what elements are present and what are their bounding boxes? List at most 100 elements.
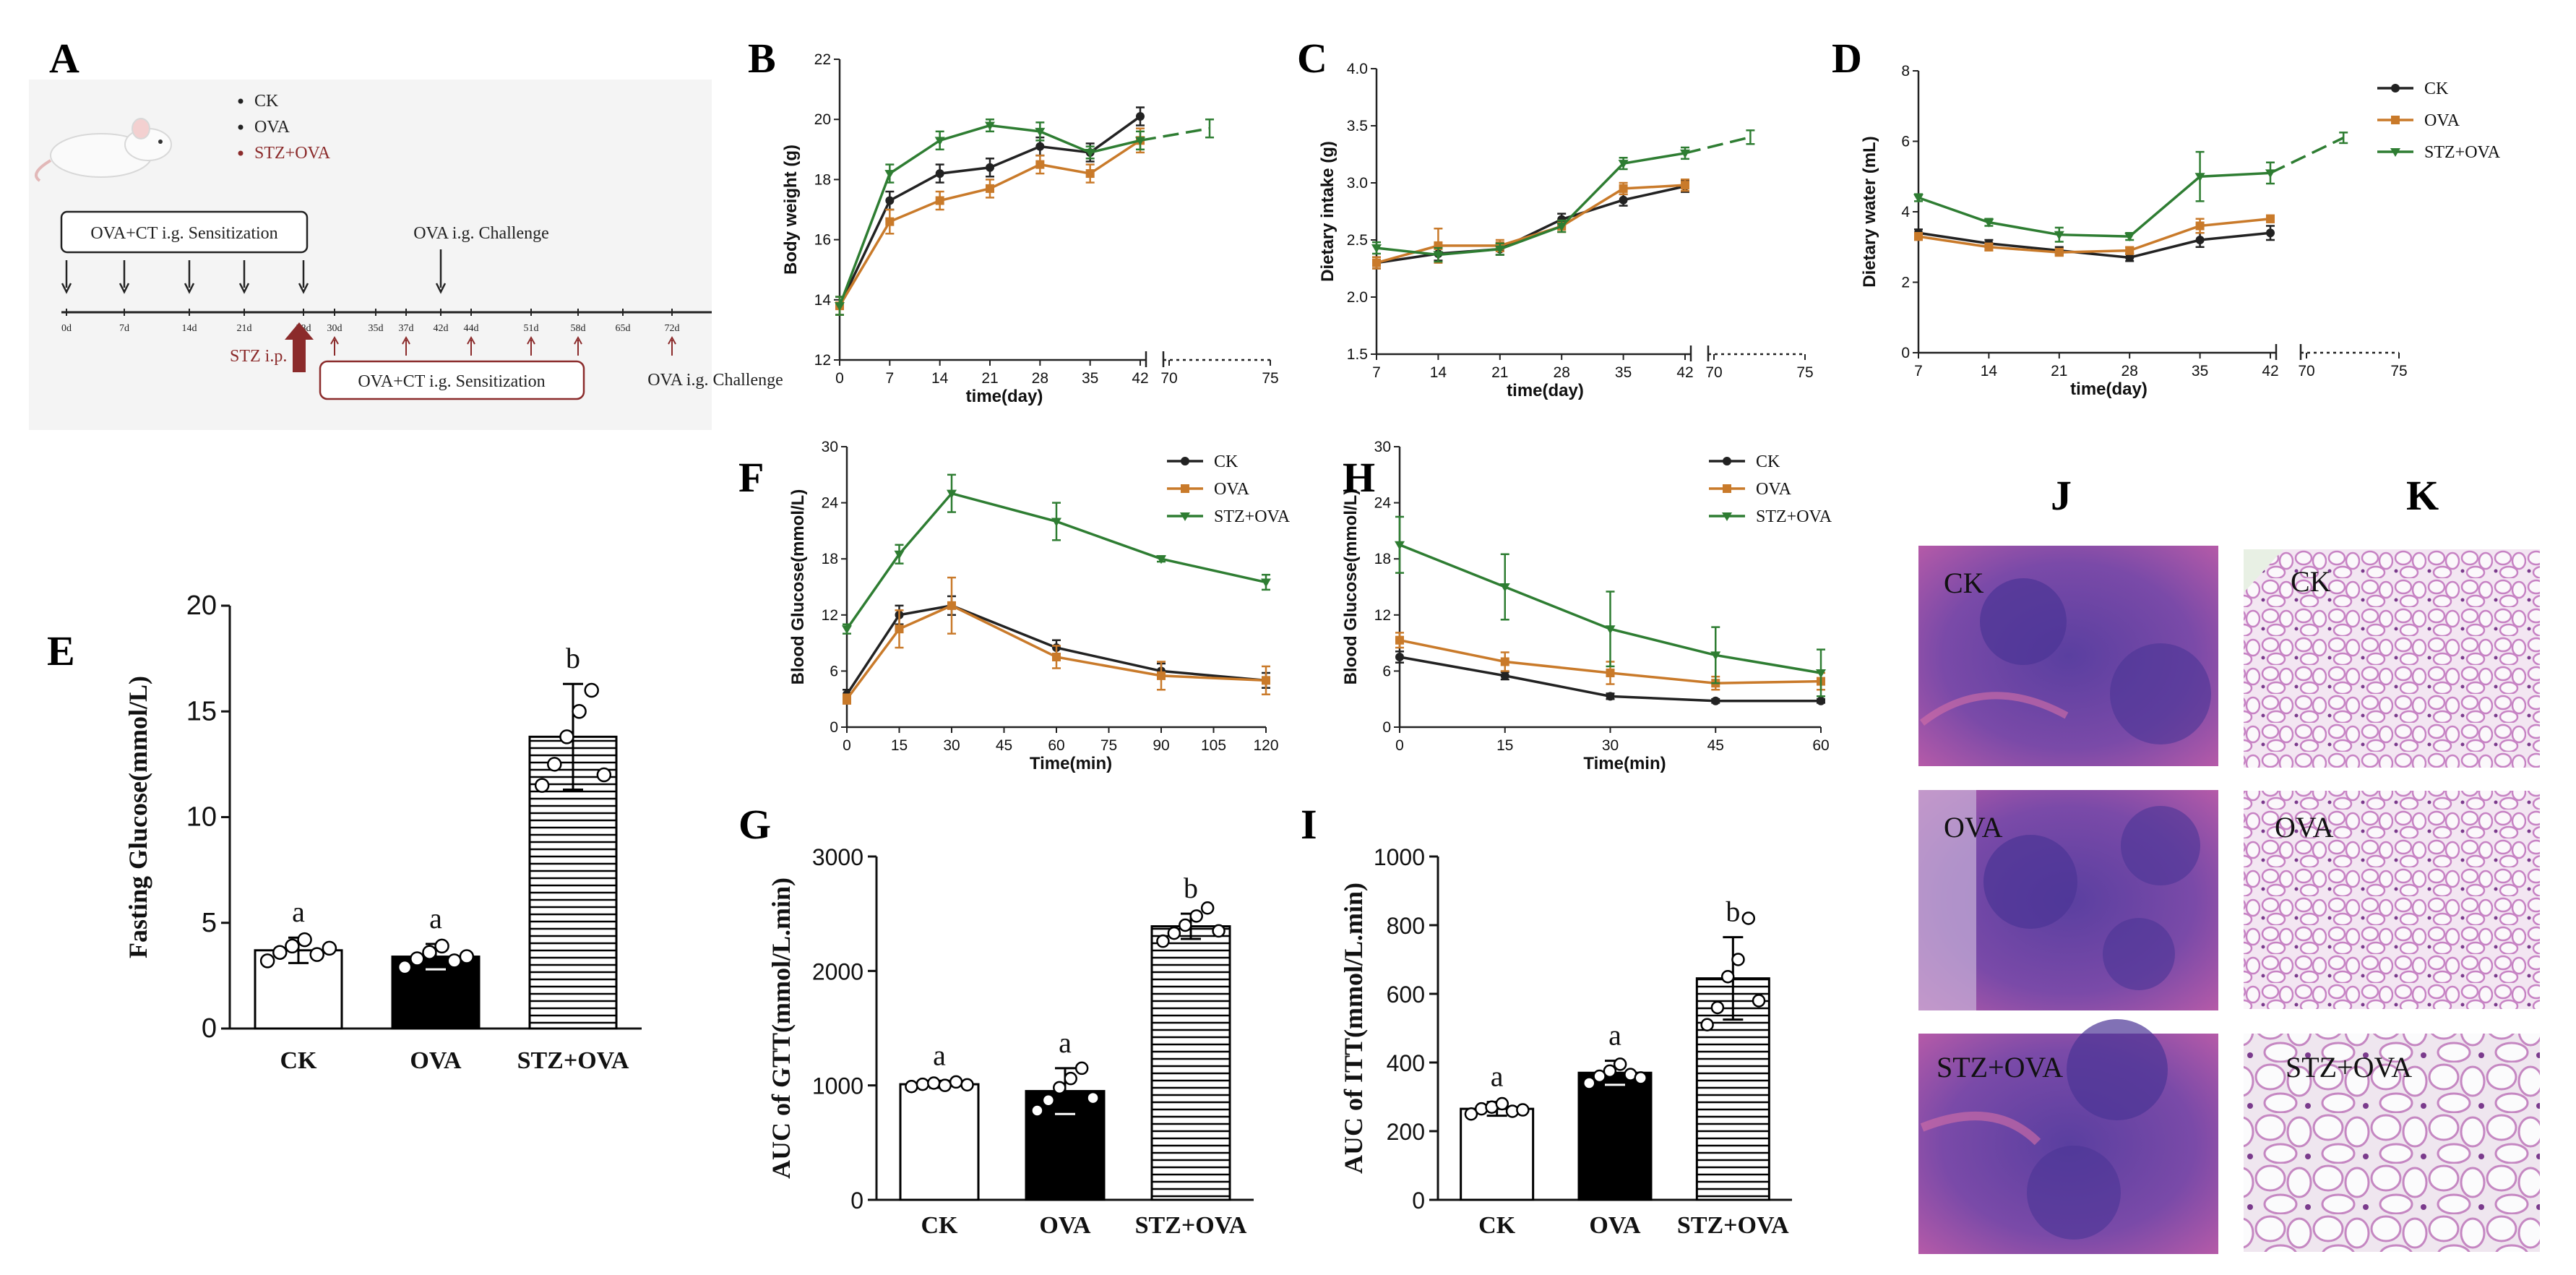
marker-ck: [2125, 253, 2135, 262]
marker-ova: [1372, 258, 1381, 267]
histology-k-stz-ova: STZ+OVA: [2244, 1034, 2540, 1252]
data-point: [1720, 970, 1735, 984]
legend-label: STZ+OVA: [1214, 507, 1291, 526]
panel-letter-h: H: [1343, 454, 1375, 501]
x-tick-label: 30: [1602, 737, 1619, 754]
x-tick-label: 28: [1032, 370, 1048, 387]
data-point: [1156, 934, 1170, 948]
timeline-day-label: 35d: [369, 323, 384, 334]
y-tick-label: 22: [814, 51, 831, 68]
y-tick-label: 200: [1387, 1119, 1425, 1145]
series-line-ck: [845, 604, 1267, 695]
y-tick-label: 0: [1412, 1188, 1425, 1214]
marker-ck: [885, 196, 895, 205]
data-point: [259, 953, 275, 969]
data-point: [434, 938, 449, 954]
data-point: [410, 951, 425, 966]
data-point: [1603, 1064, 1617, 1078]
series-extension: [2270, 137, 2344, 174]
x-tick-label: 0: [843, 737, 851, 754]
x-tick-label: 105: [1201, 737, 1226, 754]
legend-label: STZ+OVA: [1756, 507, 1832, 526]
x-tick-label: 75: [2390, 363, 2407, 379]
marker-ova: [935, 196, 944, 205]
y-tick-label: 400: [1387, 1050, 1425, 1076]
marker-ova: [1181, 484, 1189, 493]
marker-stz-ova: [1556, 223, 1567, 232]
marker-ck: [1711, 696, 1720, 705]
category-label: CK: [1478, 1212, 1516, 1239]
histology-j-stz-ova-label: STZ+OVA: [1937, 1051, 2063, 1083]
y-tick-label: 14: [814, 292, 832, 309]
marker-ova: [1157, 671, 1166, 680]
marker-stz-ova: [1618, 160, 1629, 169]
marker-ova: [1262, 676, 1270, 685]
marker-ck: [1500, 671, 1509, 680]
marker-ova: [1619, 184, 1628, 193]
data-point: [1752, 994, 1766, 1008]
panel-letter-f: F: [738, 454, 764, 501]
marker-ova: [1914, 232, 1923, 241]
x-tick-label: 70: [1160, 370, 1177, 387]
marker-stz-ova: [2194, 173, 2205, 182]
y-tick-label: 0: [202, 1013, 217, 1044]
legend-ova: OVA: [254, 118, 290, 137]
y-axis-label: Blood Glucose(mmol/L): [1341, 489, 1361, 685]
y-tick-label: 4.0: [1347, 61, 1368, 77]
chart-c: 1.5 2.0 2.5 3.0 3.5 4.0 7 14 21 28 35 42 70 75 time(da…: [1318, 61, 1814, 400]
x-tick-label: 42: [1676, 364, 1693, 381]
arrowhead-icon: [184, 283, 195, 294]
y-tick-label: 24: [822, 495, 839, 512]
y-tick-label: 12: [1374, 607, 1391, 624]
data-point: [547, 757, 562, 772]
y-tick-label: 0: [1901, 345, 1910, 361]
y-tick-label: 1000: [1374, 844, 1425, 870]
legend-label: STZ+OVA: [2424, 143, 2501, 162]
data-point: [1074, 1061, 1089, 1076]
marker-ova: [2195, 221, 2205, 231]
x-tick-label: 120: [1253, 737, 1278, 754]
marker-stz-ova: [1710, 651, 1721, 661]
marker-stz-ova: [1261, 578, 1271, 588]
data-point: [949, 1075, 963, 1089]
significance-letter: a: [292, 896, 305, 928]
arrowhead-icon: [402, 335, 410, 345]
data-point: [1464, 1107, 1478, 1121]
marker-stz-ova: [1913, 194, 1924, 203]
x-tick-label: 28: [2121, 363, 2138, 379]
data-point: [1634, 1071, 1647, 1085]
data-point: [1212, 924, 1225, 938]
y-tick-label: 16: [814, 232, 831, 249]
stz-arrow-icon: [285, 322, 314, 372]
timeline-day-label: 21d: [237, 323, 252, 334]
sensitization-box-2: [319, 360, 585, 400]
y-tick-label: 4: [1901, 204, 1910, 220]
x-tick-label: 45: [996, 737, 1012, 754]
marker-stz-ova: [2124, 233, 2135, 242]
sensitization-label-2: OVA+CT i.g. Sensitization: [358, 372, 545, 391]
data-point: [1495, 1096, 1509, 1111]
timeline-day-label: 65d: [616, 323, 631, 334]
data-point: [534, 778, 550, 793]
significance-letter: a: [1608, 1019, 1621, 1052]
timeline-day-label: 0d: [61, 323, 72, 334]
legend-dot-ck: [238, 98, 244, 104]
panel-letter-i: I: [1301, 801, 1317, 848]
timeline-day-label: 44d: [464, 323, 479, 334]
x-tick-label: 60: [1812, 737, 1829, 754]
marker-ova: [986, 184, 994, 193]
x-tick-label: 30: [943, 737, 960, 754]
series-line-stz-ova: [838, 124, 1141, 306]
y-tick-label: 600: [1387, 982, 1425, 1008]
timeline-day-label: 72d: [665, 323, 680, 334]
series-extension: [1684, 136, 1751, 155]
x-tick-label: 75: [1262, 370, 1278, 387]
histology-k-ova: OVA: [2244, 791, 2540, 1009]
marker-stz-ova: [2390, 148, 2400, 157]
y-axis-label: Body weight (g): [781, 145, 801, 275]
timeline-day-label: 7d: [119, 323, 129, 334]
marker-ova: [1085, 169, 1095, 179]
y-tick-label: 3.0: [1347, 175, 1368, 192]
series-line-ck: [838, 115, 1142, 306]
